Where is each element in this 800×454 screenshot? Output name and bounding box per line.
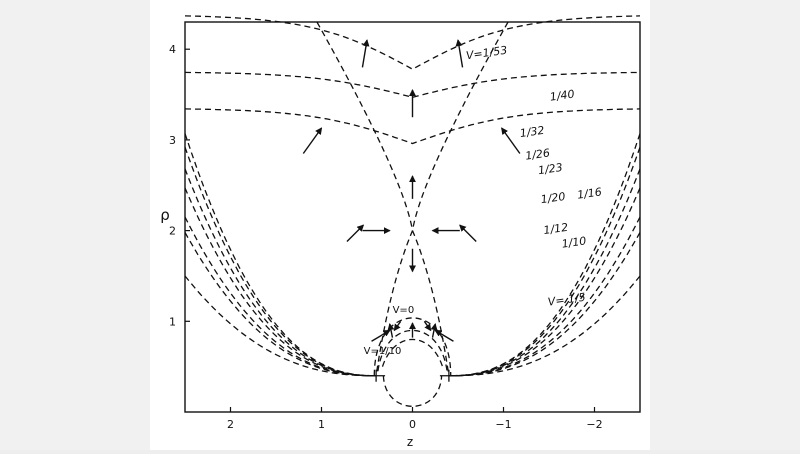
field-arrow — [387, 323, 395, 338]
curve-label: V=1/53 — [465, 44, 508, 63]
left-margin-background — [0, 0, 150, 450]
equipotential-curves — [184, 15, 641, 407]
field-arrow — [501, 127, 521, 154]
field-arrow — [346, 224, 365, 242]
x-tick-label: −2 — [586, 418, 602, 431]
bottom-loop-curve — [382, 375, 443, 407]
x-tick-label: 1 — [318, 418, 325, 431]
field-arrow — [393, 320, 402, 332]
field-arrow — [423, 320, 432, 332]
curve-label: 1/10 — [561, 234, 587, 250]
separatrix-curve — [316, 21, 450, 376]
field-arrow — [430, 323, 438, 338]
field-arrow — [371, 329, 391, 342]
y-tick-label: 3 — [169, 134, 176, 147]
inner-curve-label: V=0 — [393, 305, 415, 316]
axes: z ρ — [160, 21, 641, 449]
field-arrow — [361, 39, 370, 68]
equipotential-curve-8-right — [448, 232, 641, 377]
equipotential-curve-3-left — [184, 133, 377, 377]
equipotential-curve-5-left — [184, 168, 377, 377]
curve-label: 1/32 — [519, 124, 545, 140]
inner-loop-curve — [373, 317, 452, 376]
right-margin-background — [650, 0, 800, 450]
field-arrow — [434, 329, 454, 342]
y-axis-label: ρ — [160, 206, 170, 224]
equipotential-curve-5-right — [448, 168, 641, 377]
equipotential-curve-3-right — [448, 133, 641, 377]
equipotential-curve-6-left — [184, 187, 377, 377]
y-tick-label: 2 — [169, 225, 176, 238]
curve-label: 1/40 — [549, 87, 575, 103]
field-arrow — [459, 224, 477, 242]
figure-page: z ρ 2 1 0 −1 −2 1 2 3 4 V=1/53 1/40 1/32 1/26 1/23 1/… — [150, 0, 650, 450]
field-arrows — [302, 39, 521, 342]
equipotential-curve-9-right — [448, 275, 641, 377]
curve-label: 1/26 — [524, 146, 550, 162]
inner-curve-label: V=1/10 — [364, 346, 402, 357]
x-tick-label: 2 — [227, 418, 234, 431]
axis-ticks: 2 1 0 −1 −2 1 2 3 4 — [169, 43, 603, 431]
curve-label: 1/12 — [543, 221, 569, 237]
curve-label: 1/20 — [540, 190, 566, 206]
x-tick-label: −1 — [495, 418, 511, 431]
curve-label: 1/23 — [537, 161, 563, 177]
curve-label: 1/16 — [576, 185, 602, 201]
equipotential-curve-4-right — [448, 146, 641, 377]
equipotential-curve-1 — [184, 71, 641, 98]
equipotential-curve-2 — [184, 108, 641, 145]
equipotential-curve-8-left — [184, 232, 377, 377]
y-tick-label: 4 — [169, 43, 176, 56]
field-arrow — [302, 127, 323, 154]
y-tick-label: 1 — [169, 315, 176, 328]
equipotential-curve-4-left — [184, 146, 377, 377]
field-arrow — [455, 39, 464, 68]
equipotential-curve-0 — [184, 15, 641, 70]
equipotential-curve-6-right — [448, 187, 641, 377]
curve-labels: V=1/53 1/40 1/32 1/261/23 1/20 1/16 1/121/10 V=… — [364, 44, 603, 357]
inner-loop-curve — [381, 339, 444, 367]
equipotential-curve-9-left — [184, 275, 377, 377]
equipotential-curve-7-right — [448, 216, 641, 377]
plot-frame — [184, 21, 641, 413]
separatrix-curve — [375, 21, 509, 376]
x-tick-label: 0 — [409, 418, 416, 431]
x-axis-label: z — [407, 435, 413, 449]
curve-label: V= 1/5 — [547, 291, 586, 309]
equipotential-plot: z ρ 2 1 0 −1 −2 1 2 3 4 V=1/53 1/40 1/32 1/261/23 1/… — [160, 15, 641, 449]
